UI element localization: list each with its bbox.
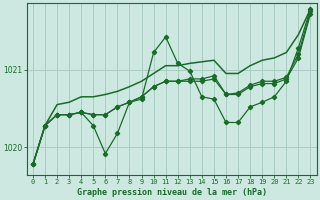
X-axis label: Graphe pression niveau de la mer (hPa): Graphe pression niveau de la mer (hPa) [77, 188, 267, 197]
